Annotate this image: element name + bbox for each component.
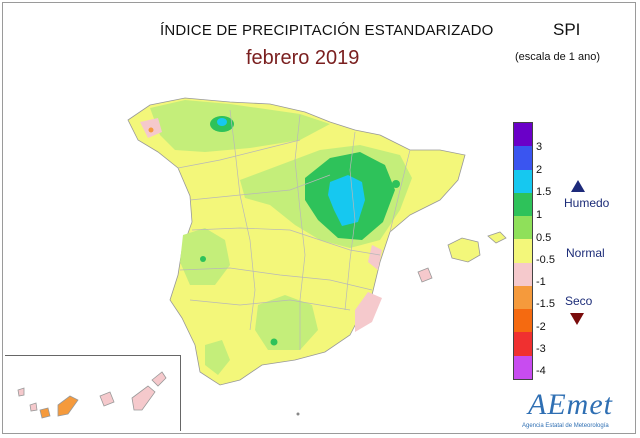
legend-tick: 0.5 [536, 232, 552, 244]
legend-swatch [514, 309, 532, 333]
legend-tick: 3 [536, 141, 543, 153]
legend-swatch [514, 216, 532, 240]
legend-label-dry: Seco [565, 294, 593, 308]
legend-swatch [514, 355, 532, 379]
catalonia-wet-spot [392, 180, 400, 188]
map-frame [2, 2, 636, 434]
legend-swatch [514, 146, 532, 170]
legend-tick: -0.5 [536, 254, 555, 266]
canary-islands [17, 371, 167, 419]
legend-tick: 1 [536, 209, 543, 221]
legend-swatch [514, 169, 532, 193]
legend-tick: -2 [536, 321, 546, 333]
legend-tick: -1 [536, 276, 546, 288]
legend-swatch [514, 262, 532, 286]
levante-dry-area [368, 245, 382, 270]
map-period: febrero 2019 [246, 47, 360, 69]
menorca [487, 231, 507, 244]
canary-inset-box [5, 355, 181, 431]
aemet-logo-caption: Agencia Estatal de Meteorología [522, 423, 609, 429]
index-name: SPI [553, 20, 581, 39]
legend-label-normal: Normal [566, 246, 605, 260]
aemet-logo: AEmet [528, 388, 613, 421]
scale-note: (escala de 1 ano) [515, 51, 600, 63]
legend-label-wet: Humedo [564, 196, 610, 210]
legend-tick: 2 [536, 164, 543, 176]
extremadura-humid-area [180, 228, 230, 285]
mallorca [447, 237, 481, 263]
legend-swatch [514, 285, 532, 310]
ebro-very-wet-area [328, 175, 365, 226]
region-borders [177, 109, 411, 350]
legend-tick: -4 [536, 365, 546, 377]
legend-tick: 1.5 [536, 186, 552, 198]
dry-arrow-icon [570, 313, 584, 325]
legend-swatch [514, 332, 532, 356]
map-title: ÍNDICE DE PRECIPITACIÓN ESTANDARIZADO [160, 22, 494, 39]
legend-swatch [514, 192, 532, 217]
legend-tick: -1.5 [536, 298, 555, 310]
north-humid-band [150, 100, 330, 152]
legend-tick: -3 [536, 343, 546, 355]
murcia-dry-area [355, 292, 382, 332]
ibiza [417, 267, 433, 283]
gibraltar-humid-area [205, 340, 230, 375]
legend-swatch [514, 239, 532, 263]
legend-swatch [514, 123, 532, 147]
wet-arrow-icon [571, 180, 585, 192]
legend-color-bar [513, 122, 533, 380]
andalucia-humid-area [255, 295, 318, 350]
